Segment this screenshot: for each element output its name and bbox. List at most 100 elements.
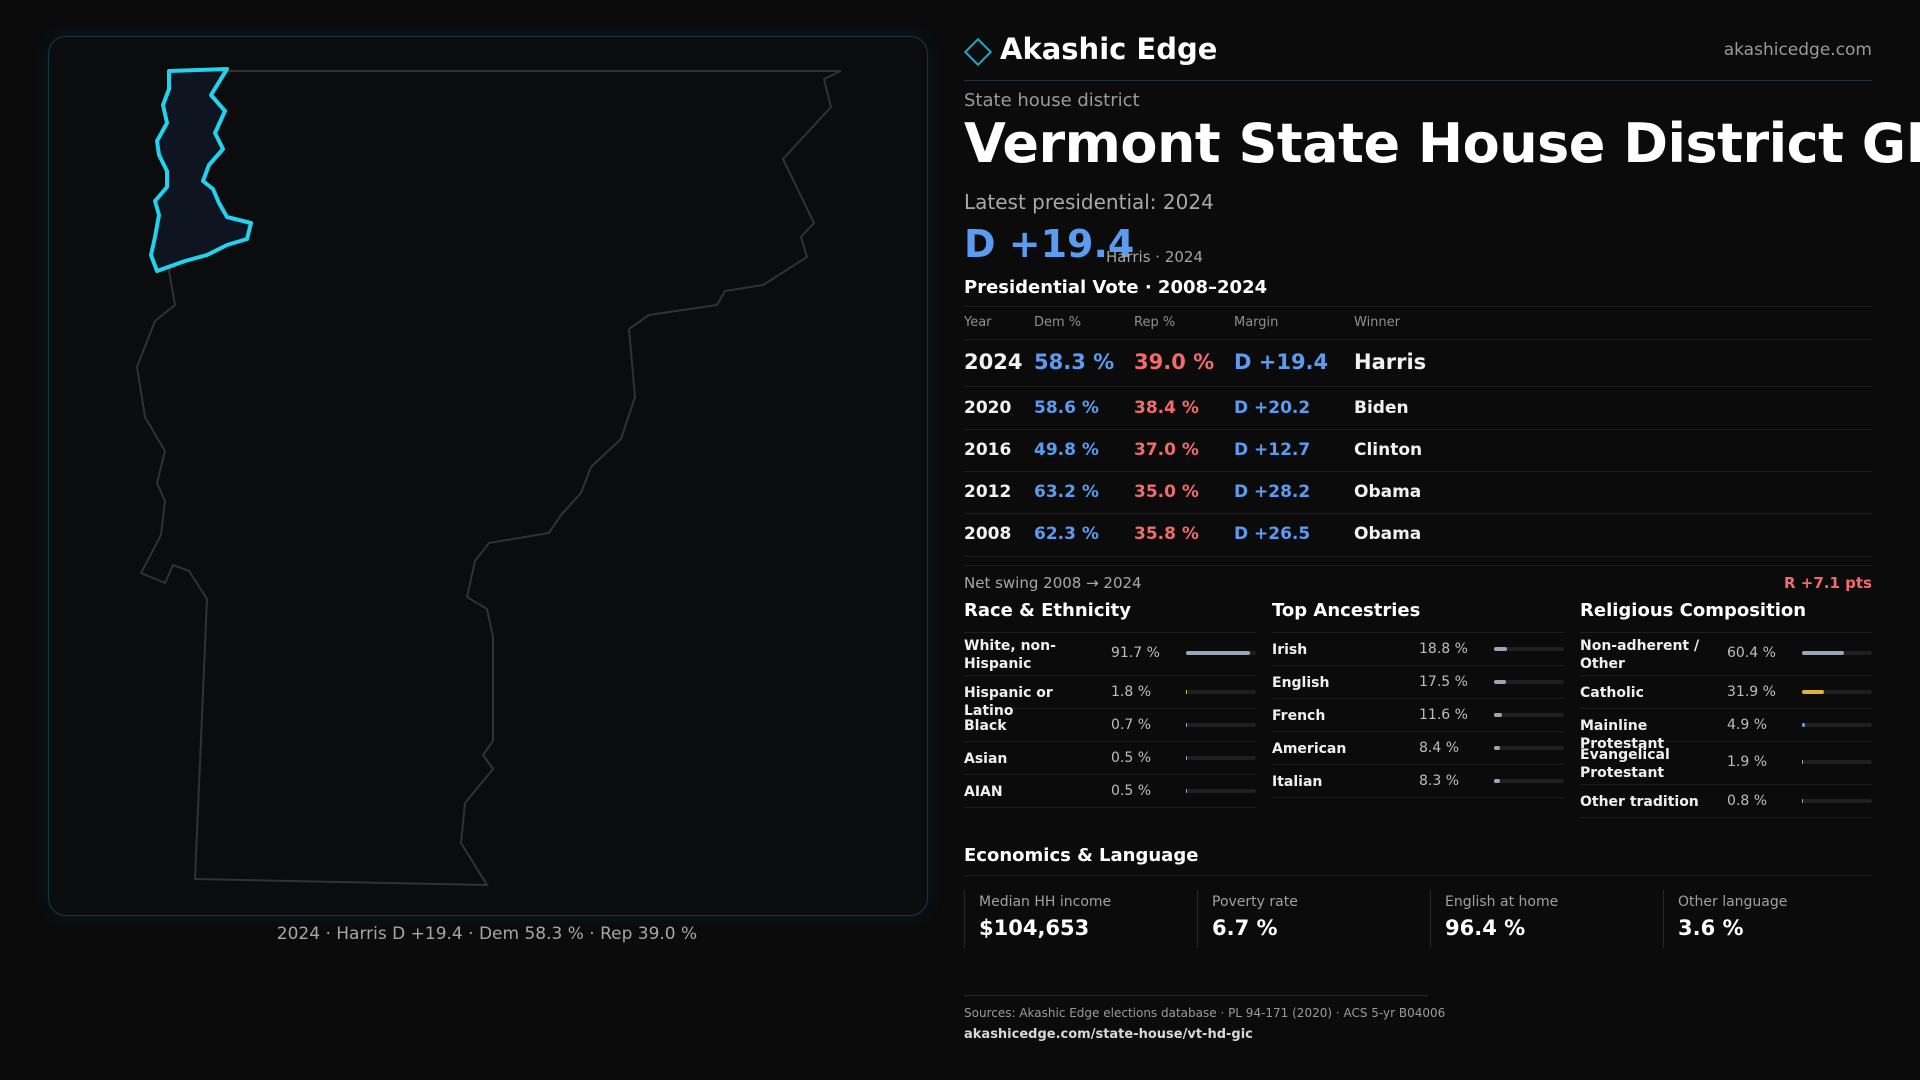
- stat-row: Other tradition 0.8 %: [1580, 785, 1872, 818]
- row-dem: 58.6 %: [1034, 398, 1099, 418]
- row-winner: Obama: [1354, 524, 1422, 544]
- stat-row: Mainline Protestant 4.9 %: [1580, 709, 1872, 752]
- stat-row: Non-adherent / Other 60.4 %: [1580, 633, 1872, 676]
- stat-value: 8.3 %: [1419, 773, 1460, 789]
- sources-link[interactable]: akashicedge.com/state-house/vt-hd-gic: [964, 1027, 1253, 1042]
- stat-bar: [1186, 690, 1256, 694]
- stat-row: Evangelical Protestant 1.9 %: [1580, 742, 1872, 785]
- stat-row: French 11.6 %: [1272, 699, 1564, 732]
- row-year: 2024: [964, 350, 1023, 374]
- econ-card: Poverty rate 6.7 %: [1197, 890, 1408, 948]
- econ-value: $104,653: [979, 916, 1090, 940]
- row-rep: 37.0 %: [1134, 440, 1199, 460]
- stat-bar-fill: [1186, 756, 1188, 760]
- stat-row: Irish 18.8 %: [1272, 633, 1564, 666]
- row-winner: Clinton: [1354, 440, 1423, 460]
- stat-bar-fill: [1186, 651, 1251, 655]
- stat-value: 60.4 %: [1727, 645, 1776, 661]
- religion-title: Religious Composition: [1580, 600, 1872, 633]
- stat-bar: [1494, 680, 1564, 684]
- stat-bar-fill: [1494, 779, 1500, 783]
- ancestry-title: Top Ancestries: [1272, 600, 1564, 633]
- row-winner: Biden: [1354, 398, 1409, 418]
- race-ethnicity-title: Race & Ethnicity: [964, 600, 1256, 633]
- econ-label: Poverty rate: [1212, 894, 1298, 910]
- stat-label: Mainline Protestant: [1580, 718, 1665, 752]
- brand-header: Akashic Edge akashicedge.com: [964, 30, 1872, 81]
- stat-label: AIAN: [964, 784, 1003, 800]
- state-outline: [135, 70, 842, 887]
- highlighted-district[interactable]: [149, 67, 253, 273]
- divider: [964, 875, 1872, 876]
- district-type: State house district: [964, 90, 1140, 111]
- net-swing-label: Net swing 2008 → 2024: [964, 574, 1142, 592]
- row-winner: Obama: [1354, 482, 1422, 502]
- presidential-vote-title: Presidential Vote · 2008–2024: [964, 277, 1268, 298]
- stat-row: Catholic 31.9 %: [1580, 676, 1872, 709]
- stat-bar-fill: [1494, 713, 1503, 717]
- row-winner: Harris: [1354, 350, 1427, 374]
- presidential-table-header: Year Dem % Rep % Margin Winner: [964, 306, 1872, 340]
- row-margin: D +28.2: [1234, 482, 1311, 502]
- sources-text: Sources: Akashic Edge elections database…: [964, 1006, 1446, 1020]
- econ-value: 6.7 %: [1212, 916, 1278, 940]
- latest-presidential-label: Latest presidential: 2024: [964, 190, 1214, 214]
- table-row: 2016 49.8 % 37.0 % D +12.7 Clinton: [964, 430, 1872, 472]
- table-row: 2020 58.6 % 38.4 % D +20.2 Biden: [964, 387, 1872, 430]
- row-dem: 49.8 %: [1034, 440, 1099, 460]
- row-margin: D +19.4: [1234, 350, 1329, 374]
- row-rep: 38.4 %: [1134, 398, 1199, 418]
- stat-label: Hispanic or Latino: [964, 685, 1053, 719]
- stat-bar-fill: [1186, 723, 1188, 727]
- stat-bar: [1802, 723, 1872, 727]
- econ-value: 3.6 %: [1678, 916, 1744, 940]
- stat-value: 31.9 %: [1727, 684, 1776, 700]
- col-year: Year: [964, 315, 992, 330]
- stat-label: French: [1272, 708, 1326, 724]
- row-rep: 39.0 %: [1134, 350, 1215, 374]
- row-year: 2020: [964, 398, 1012, 418]
- stat-value: 0.7 %: [1111, 717, 1152, 733]
- econ-card: English at home 96.4 %: [1430, 890, 1641, 948]
- row-margin: D +26.5: [1234, 524, 1311, 544]
- table-row: 2012 63.2 % 35.0 % D +28.2 Obama: [964, 472, 1872, 514]
- stat-bar: [1494, 713, 1564, 717]
- stat-value: 17.5 %: [1419, 674, 1468, 690]
- stat-bar-fill: [1186, 789, 1188, 793]
- stat-label: Catholic: [1580, 685, 1644, 701]
- row-margin: D +12.7: [1234, 440, 1311, 460]
- stat-bar-fill: [1494, 746, 1500, 750]
- stat-bar: [1802, 690, 1872, 694]
- stat-label: Non-adherent / Other: [1580, 638, 1700, 672]
- stat-bar-fill: [1802, 799, 1804, 803]
- row-margin: D +20.2: [1234, 398, 1311, 418]
- stat-value: 0.8 %: [1727, 793, 1768, 809]
- stat-row: Black 0.7 %: [964, 709, 1256, 742]
- vermont-map: [135, 67, 842, 887]
- row-year: 2008: [964, 524, 1012, 544]
- stat-value: 0.5 %: [1111, 783, 1152, 799]
- stat-row: American 8.4 %: [1272, 732, 1564, 765]
- row-year: 2012: [964, 482, 1012, 502]
- stat-row: Hispanic or Latino 1.8 %: [964, 676, 1256, 719]
- headline-margin: D +19.4: [964, 222, 1135, 266]
- stat-bar-fill: [1802, 690, 1825, 694]
- map-caption: 2024 · Harris D +19.4 · Dem 58.3 % · Rep…: [276, 924, 698, 944]
- net-swing: Net swing 2008 → 2024 R +7.1 pts: [964, 565, 1872, 594]
- stat-label: Italian: [1272, 774, 1323, 790]
- stat-bar: [1186, 789, 1256, 793]
- econ-value: 96.4 %: [1445, 916, 1526, 940]
- brand-url-link[interactable]: akashicedge.com: [1723, 40, 1872, 60]
- stat-bar: [1494, 647, 1564, 651]
- stat-label: English: [1272, 675, 1330, 691]
- econ-label: Other language: [1678, 894, 1788, 910]
- stat-label: Irish: [1272, 642, 1308, 658]
- stat-bar: [1494, 779, 1564, 783]
- ancestry-section: Top Ancestries Irish 18.8 % English 17.5…: [1272, 600, 1564, 798]
- district-map: [48, 36, 928, 916]
- race-ethnicity-section: Race & Ethnicity White, non-Hispanic 91.…: [964, 600, 1256, 808]
- row-dem: 58.3 %: [1034, 350, 1115, 374]
- col-rep: Rep %: [1134, 315, 1176, 330]
- econ-label: Median HH income: [979, 894, 1112, 910]
- stat-value: 11.6 %: [1419, 707, 1468, 723]
